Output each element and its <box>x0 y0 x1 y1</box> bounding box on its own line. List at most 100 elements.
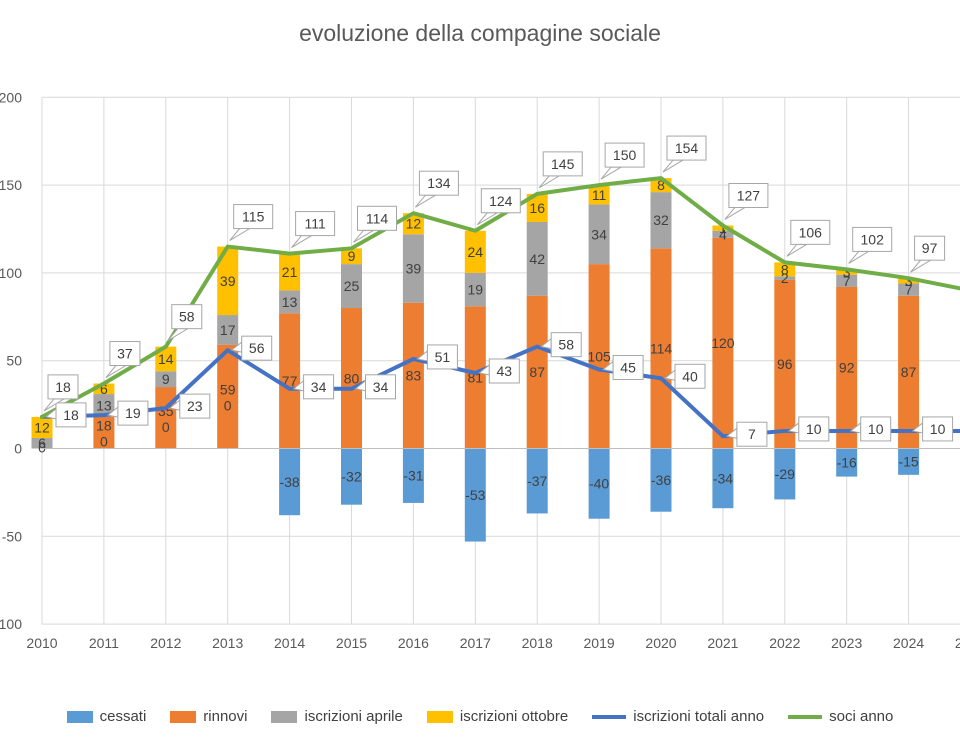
line-callout: 18 <box>43 374 79 412</box>
bar-iscrizioni-ottobre <box>341 248 362 265</box>
bar-cessati <box>898 448 920 475</box>
line-callout: 23 <box>168 393 211 419</box>
callout-label: 111 <box>304 216 325 232</box>
x-tick-label: 2017 <box>460 635 491 651</box>
bar-iscrizioni-aprile <box>93 394 115 417</box>
bar-iscrizioni-ottobre <box>93 383 115 395</box>
bar-iscrizioni-aprile <box>402 234 424 303</box>
bar-data-label: 6 <box>100 381 108 397</box>
axes: -100-50050100150200201020112012201320142… <box>0 89 960 651</box>
bar-data-label: 8 <box>781 261 789 277</box>
x-tick-label: 2024 <box>893 635 924 651</box>
bar-data-label: 80 <box>344 370 360 386</box>
bar-iscrizioni-ottobre <box>526 193 548 222</box>
bar-data-label: 8 <box>657 177 665 193</box>
bar-rinnovi <box>650 248 672 449</box>
bar-data-label: 9 <box>162 371 170 387</box>
bar-data-label: 12 <box>34 419 50 435</box>
callout-box <box>179 393 211 419</box>
bar-rinnovi <box>464 306 486 449</box>
bar-data-label: -34 <box>713 470 733 486</box>
chart-title: evoluzione della compagine sociale <box>299 20 661 46</box>
bar-iscrizioni-ottobre <box>836 269 858 275</box>
callout-pointer <box>848 250 871 264</box>
callout-label: 58 <box>558 337 574 353</box>
callout-pointer <box>910 259 933 273</box>
bar-data-label: 19 <box>468 282 484 298</box>
callout-label: 40 <box>682 368 698 384</box>
callout-label: 34 <box>311 379 327 395</box>
callout-label: 18 <box>55 379 71 395</box>
bar-iscrizioni-aprile <box>774 276 796 280</box>
bar-rinnovi <box>341 308 362 449</box>
y-tick-label: -50 <box>2 528 22 544</box>
line-callout: 145 <box>538 151 583 189</box>
callout-box <box>790 219 831 245</box>
bar-cessati <box>279 448 301 516</box>
bar-data-label: 25 <box>344 278 360 294</box>
bar-data-label: 114 <box>650 340 673 356</box>
callout-pointer <box>538 175 562 189</box>
bar-iscrizioni-ottobre <box>774 262 796 277</box>
bar-cessati <box>588 448 610 519</box>
line-callout: 127 <box>724 182 769 220</box>
callout-label: 19 <box>125 405 141 421</box>
callout-label: 150 <box>613 147 637 163</box>
callout-label: 45 <box>620 359 636 375</box>
bar-data-label: 3 <box>843 264 851 280</box>
x-tick-label: 2012 <box>150 635 181 651</box>
bar-cessati <box>774 448 796 500</box>
callout-box <box>612 354 644 380</box>
line-callout: 111 <box>291 211 336 249</box>
callout-box <box>542 151 583 177</box>
callout-label: 127 <box>737 187 761 203</box>
bar-iscrizioni-ottobre <box>31 416 53 438</box>
bar-cessati <box>836 448 858 477</box>
bar-iscrizioni-aprile <box>464 272 486 307</box>
bar-data-label: 18 <box>96 418 112 434</box>
bar-data-label: -36 <box>651 472 671 488</box>
legend-item: iscrizioni aprile <box>271 708 403 725</box>
callout-pointer <box>167 328 190 342</box>
bar-data-label: -40 <box>589 476 609 492</box>
line-callout: 114 <box>353 205 397 243</box>
line-callout: 45 <box>601 354 644 380</box>
callout-pointer <box>291 235 314 249</box>
callout-box <box>426 344 458 370</box>
bar-data-label: 24 <box>468 244 484 260</box>
x-tick-label: 2013 <box>212 635 243 651</box>
x-tick-label: 2011 <box>89 635 119 651</box>
line-callout: 134 <box>415 170 459 208</box>
callout-pointer <box>229 228 252 241</box>
bar-iscrizioni-aprile <box>279 290 301 314</box>
bar-iscrizioni-aprile <box>155 371 177 388</box>
legend-swatch <box>788 714 823 719</box>
legend-label: cessati <box>99 708 147 725</box>
bar-data-label: 21 <box>282 264 298 280</box>
x-tick-label: 2025 <box>955 635 960 651</box>
y-tick-label: 50 <box>6 353 22 369</box>
bar-data-label: 7 <box>843 273 851 289</box>
callout-label: 10 <box>930 421 946 437</box>
bar-iscrizioni-ottobre <box>898 278 920 284</box>
callout-box <box>117 400 149 426</box>
callout-label: 37 <box>117 346 133 362</box>
bar-data-label: 11 <box>592 187 607 203</box>
callout-label: 7 <box>748 426 756 442</box>
callout-label: 154 <box>675 140 699 156</box>
bar-rinnovi <box>402 302 424 449</box>
bar-iscrizioni-aprile <box>712 230 734 238</box>
bar-rinnovi <box>217 344 239 449</box>
bar-data-label: 87 <box>529 364 545 380</box>
bar-data-label: 16 <box>529 200 545 216</box>
legend-swatch <box>426 710 453 723</box>
bar-data-label: -16 <box>837 455 857 471</box>
bar-iscrizioni-aprile <box>650 192 672 249</box>
bar-data-label: 4 <box>719 226 727 242</box>
bar-data-label: 2 <box>781 270 789 286</box>
bar-iscrizioni-ottobre <box>217 246 239 316</box>
bar-data-label: -32 <box>341 469 361 485</box>
line-callout: 56 <box>230 335 273 361</box>
